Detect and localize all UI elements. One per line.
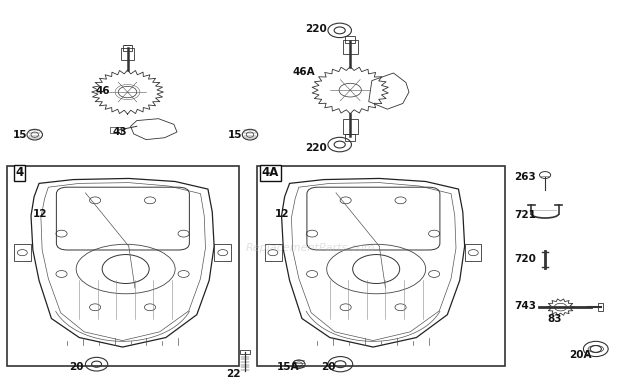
- Text: 20: 20: [69, 362, 84, 372]
- Bar: [123, 45, 132, 51]
- Text: 720: 720: [515, 254, 536, 264]
- Text: 15: 15: [12, 129, 27, 140]
- Text: 15: 15: [228, 129, 242, 140]
- Text: 4: 4: [16, 166, 24, 179]
- Text: 15A: 15A: [277, 362, 299, 372]
- Text: ReplacementParts.com: ReplacementParts.com: [246, 243, 374, 253]
- Text: 220: 220: [305, 143, 327, 153]
- Bar: [345, 36, 355, 42]
- Text: 22: 22: [226, 369, 241, 379]
- Text: 20A: 20A: [569, 350, 591, 361]
- Text: 46A: 46A: [293, 67, 315, 77]
- Text: 721: 721: [515, 210, 536, 220]
- Text: 46: 46: [95, 86, 110, 96]
- Bar: [257, 166, 505, 366]
- Text: 743: 743: [514, 301, 536, 311]
- Bar: [343, 120, 358, 134]
- Bar: [122, 48, 134, 60]
- Bar: [598, 303, 603, 311]
- Bar: [7, 166, 239, 366]
- Text: 12: 12: [275, 209, 290, 219]
- Bar: [343, 39, 358, 54]
- Bar: [240, 350, 250, 354]
- Text: 20: 20: [321, 362, 336, 372]
- Bar: [345, 134, 355, 141]
- Text: 83: 83: [547, 314, 562, 324]
- Text: 12: 12: [32, 209, 47, 219]
- Text: 263: 263: [515, 172, 536, 182]
- Text: 4A: 4A: [262, 166, 279, 179]
- Text: 43: 43: [113, 126, 127, 137]
- Text: 220: 220: [305, 24, 327, 34]
- Bar: [110, 127, 122, 133]
